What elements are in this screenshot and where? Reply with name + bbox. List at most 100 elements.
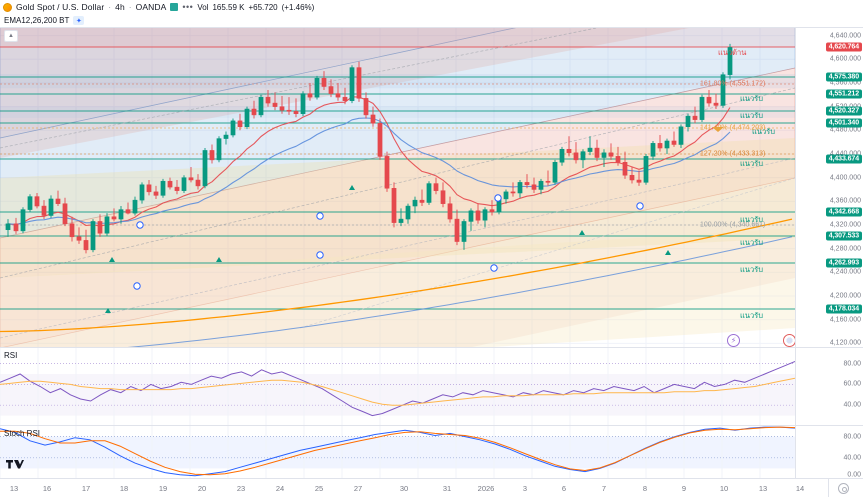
price-axis[interactable]: 4,640.0004,600.0004,560.0004,520.0004,48… xyxy=(795,28,863,347)
price-level-badge[interactable]: 4,178.034 xyxy=(825,304,862,314)
time-tick: 18 xyxy=(119,484,129,493)
rsi-axis: 80.00 60.00 40.00 xyxy=(795,348,863,425)
stoch-rsi-tick: 80.00 xyxy=(843,433,861,441)
more-options-icon[interactable]: ••• xyxy=(182,2,194,12)
lightning-icon[interactable]: ⚡ xyxy=(727,334,740,347)
price-tick: 4,120.000 xyxy=(829,339,861,347)
price-tick: 4,360.000 xyxy=(829,197,861,205)
time-axis[interactable]: 13 16 17 18 19 20 23 24 25 27 30 31 2026 3 6 7 8 9 10 13 14 xyxy=(0,478,863,497)
price-level-badge[interactable]: 4,262.993 xyxy=(825,258,862,268)
price-level-badge[interactable]: 4,501.340 xyxy=(825,118,862,128)
fib-level-label[interactable]: 127.20% (4,433.313) xyxy=(700,150,766,158)
time-tick: 16 xyxy=(42,484,52,493)
time-tick: 14 xyxy=(795,484,805,493)
stoch-rsi-pane-label[interactable]: Stoch RSI xyxy=(4,429,41,438)
symbol-title[interactable]: Gold Spot / U.S. Dollar xyxy=(16,2,105,12)
time-tick: 30 xyxy=(399,484,409,493)
time-tick: 31 xyxy=(442,484,452,493)
interval-label[interactable]: 4h xyxy=(115,2,125,12)
price-level-badge[interactable]: 4,620.764 xyxy=(825,42,862,52)
price-level-badge[interactable]: 4,520.327 xyxy=(825,106,862,116)
time-tick: 27 xyxy=(353,484,363,493)
time-tick: 7 xyxy=(601,484,607,493)
time-tick: 24 xyxy=(275,484,285,493)
rsi-pane: RSI 80.00 60.00 40.00 xyxy=(0,347,863,425)
rsi-plot-area[interactable]: RSI xyxy=(0,348,795,425)
rsi-tick: 40.00 xyxy=(843,401,861,409)
indicator-legend: EMA12,26,200 BT ✦ xyxy=(0,14,863,27)
time-tick: 19 xyxy=(158,484,168,493)
time-tick: 9 xyxy=(681,484,687,493)
price-level-badge[interactable]: 4,575.380 xyxy=(825,72,862,82)
price-tick: 4,240.000 xyxy=(829,268,861,276)
indicator-legend-label[interactable]: EMA12,26,200 BT xyxy=(4,16,70,25)
stoch-rsi-pane: Stoch RSI 80.00 40.00 0.00 xyxy=(0,425,863,479)
support-label[interactable]: แนวรับ xyxy=(752,127,775,136)
price-pane: 161.80% (4,551.172) 141.40% (4,474.203) 12… xyxy=(0,27,863,347)
rsi-tick: 80.00 xyxy=(843,360,861,368)
header-separator-1: · xyxy=(108,2,112,12)
chart-header: Gold Spot / U.S. Dollar · 4h · OANDA •••… xyxy=(0,0,863,14)
support-label[interactable]: แนวรับ xyxy=(740,215,763,224)
price-level-badge[interactable]: 4,342.668 xyxy=(825,207,862,217)
stoch-rsi-tick: 0.00 xyxy=(847,471,861,479)
support-label[interactable]: แนวรับ xyxy=(740,159,763,168)
rsi-canvas xyxy=(0,348,795,425)
change-absolute: +65.720 xyxy=(248,2,278,12)
price-level-badge[interactable]: 4,433.674 xyxy=(825,154,862,164)
support-label[interactable]: แนวรับ xyxy=(740,238,763,247)
fib-level-label[interactable]: 141.40% (4,474.203) xyxy=(700,124,766,132)
support-label[interactable]: แนวรับ xyxy=(740,94,763,103)
exchange-label[interactable]: OANDA xyxy=(135,2,167,12)
price-tick: 4,280.000 xyxy=(829,245,861,253)
stoch-rsi-plot-area[interactable]: Stoch RSI xyxy=(0,426,795,478)
price-level-badge[interactable]: 4,551.212 xyxy=(825,89,862,99)
price-tick: 4,560.000 xyxy=(829,79,861,87)
time-tick: 20 xyxy=(197,484,207,493)
stoch-rsi-canvas xyxy=(0,426,795,478)
time-tick: 25 xyxy=(314,484,324,493)
fib-level-label[interactable]: 100.00% (4,340.661) xyxy=(700,221,766,229)
time-tick: 13 xyxy=(758,484,768,493)
price-tick: 4,160.000 xyxy=(829,316,861,324)
support-label[interactable]: แนวรับ xyxy=(740,111,763,120)
price-level-badge[interactable]: 4,307.533 xyxy=(825,231,862,241)
stoch-rsi-tick: 40.00 xyxy=(843,454,861,462)
change-percent: (+1.46%) xyxy=(281,2,315,12)
resistance-label[interactable]: แนวต้าน xyxy=(718,48,747,57)
support-label[interactable]: แนวรับ xyxy=(740,311,763,320)
price-plot-area[interactable]: 161.80% (4,551.172) 141.40% (4,474.203) 12… xyxy=(0,28,795,347)
us-flag-icon[interactable] xyxy=(783,334,795,347)
sparkle-icon[interactable]: ✦ xyxy=(73,16,85,25)
support-label[interactable]: แนวรับ xyxy=(740,265,763,274)
time-tick: 10 xyxy=(719,484,729,493)
price-tick: 4,480.000 xyxy=(829,126,861,134)
rsi-tick: 60.00 xyxy=(843,380,861,388)
time-tick: 6 xyxy=(561,484,567,493)
fib-level-label[interactable]: 161.80% (4,551.172) xyxy=(700,80,766,88)
price-tick: 4,600.000 xyxy=(829,55,861,63)
gear-icon[interactable] xyxy=(838,483,849,494)
price-tick: 4,320.000 xyxy=(829,221,861,229)
volume-label: Vol xyxy=(197,2,209,12)
time-tick: 8 xyxy=(642,484,648,493)
tradingview-logo xyxy=(6,460,24,469)
price-tick: 4,400.000 xyxy=(829,174,861,182)
price-tick: 4,440.000 xyxy=(830,150,861,157)
price-canvas xyxy=(0,28,795,347)
price-tick: 4,640.000 xyxy=(829,32,861,40)
time-tick: 23 xyxy=(236,484,246,493)
price-tick: 4,200.000 xyxy=(829,292,861,300)
volume-value: 165.59 K xyxy=(212,2,245,12)
header-separator-2: · xyxy=(128,2,132,12)
stoch-rsi-axis: 80.00 40.00 0.00 xyxy=(795,426,863,479)
collapse-pane-button[interactable]: ▲ xyxy=(4,30,18,42)
rsi-pane-label[interactable]: RSI xyxy=(4,351,18,360)
time-tick: 2026 xyxy=(477,484,495,493)
time-tick: 17 xyxy=(81,484,91,493)
gold-coin-icon xyxy=(3,2,12,12)
time-tick: 3 xyxy=(522,484,528,493)
candles-icon[interactable] xyxy=(170,3,179,11)
time-tick: 13 xyxy=(9,484,19,493)
